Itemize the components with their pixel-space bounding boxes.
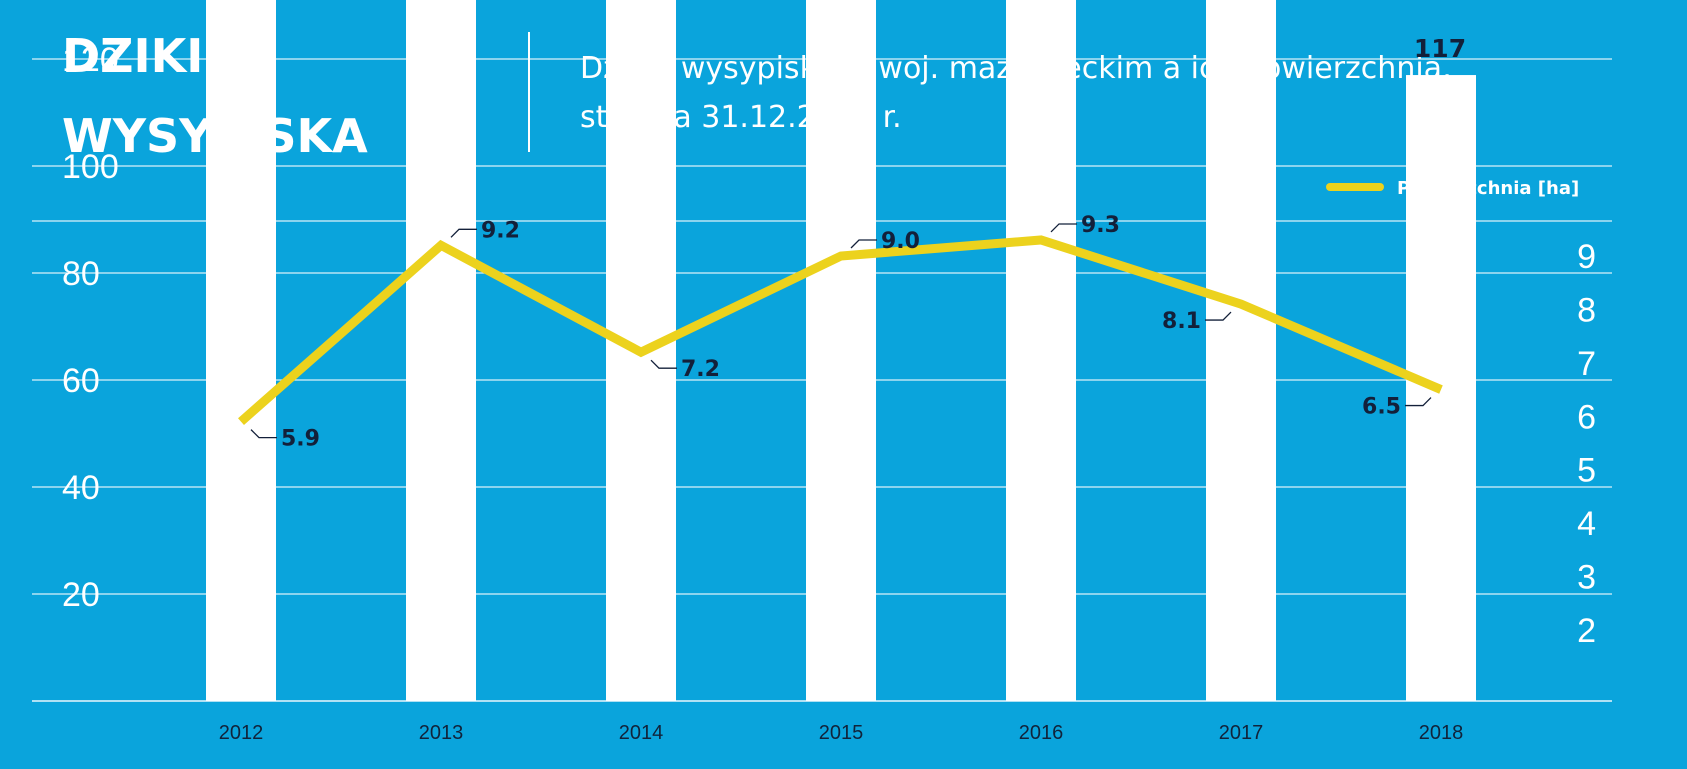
axis-ticks: 2040608010012014016023456789201220132014… xyxy=(62,41,1596,744)
bars xyxy=(206,0,1476,702)
right-tick-8: 8 xyxy=(1577,291,1596,329)
leader-line-2014 xyxy=(650,359,677,369)
line-label-2012: 5.9 xyxy=(281,427,320,452)
left-tick-40: 40 xyxy=(62,469,100,507)
right-tick-4: 4 xyxy=(1577,505,1596,543)
leader-line-2015 xyxy=(850,239,877,249)
x-tick-2013: 2013 xyxy=(419,722,464,744)
leader-line-2018 xyxy=(1405,397,1432,407)
left-tick-60: 60 xyxy=(62,362,100,400)
right-tick-6: 6 xyxy=(1577,398,1596,436)
left-tick-120: 120 xyxy=(62,41,119,79)
leader-line-2017 xyxy=(1205,311,1232,321)
line-label-2015: 9.0 xyxy=(881,229,920,254)
leader-line-2012 xyxy=(250,429,277,439)
x-tick-2015: 2015 xyxy=(819,722,864,744)
line-series xyxy=(238,235,1443,426)
bar-2012 xyxy=(206,0,276,702)
left-tick-80: 80 xyxy=(62,255,100,293)
right-tick-3: 3 xyxy=(1577,559,1596,597)
data-labels: 1371361611511441431175.99.27.29.09.38.16… xyxy=(250,34,1466,452)
leader-line-2016 xyxy=(1050,223,1077,233)
right-tick-7: 7 xyxy=(1577,345,1596,383)
line-label-2018: 6.5 xyxy=(1362,395,1401,420)
x-tick-2016: 2016 xyxy=(1019,722,1064,744)
x-tick-2012: 2012 xyxy=(219,722,264,744)
line-label-2017: 8.1 xyxy=(1162,309,1201,334)
right-tick-2: 2 xyxy=(1577,612,1596,650)
line-label-2014: 7.2 xyxy=(681,357,720,382)
line-label-2013: 9.2 xyxy=(481,218,520,243)
bar-2016 xyxy=(1006,0,1076,702)
bar-2013 xyxy=(406,0,476,701)
bar-label-2018: 117 xyxy=(1414,34,1466,63)
leader-line-2013 xyxy=(450,228,477,238)
x-tick-2018: 2018 xyxy=(1419,722,1464,744)
left-tick-20: 20 xyxy=(62,576,100,614)
right-tick-5: 5 xyxy=(1577,452,1596,490)
x-tick-2014: 2014 xyxy=(619,722,664,744)
bar-2015 xyxy=(806,0,876,701)
left-tick-100: 100 xyxy=(62,148,119,186)
right-tick-9: 9 xyxy=(1577,238,1596,276)
x-tick-2017: 2017 xyxy=(1219,722,1264,744)
bar-2017 xyxy=(1206,0,1276,701)
line-label-2016: 9.3 xyxy=(1081,213,1120,238)
